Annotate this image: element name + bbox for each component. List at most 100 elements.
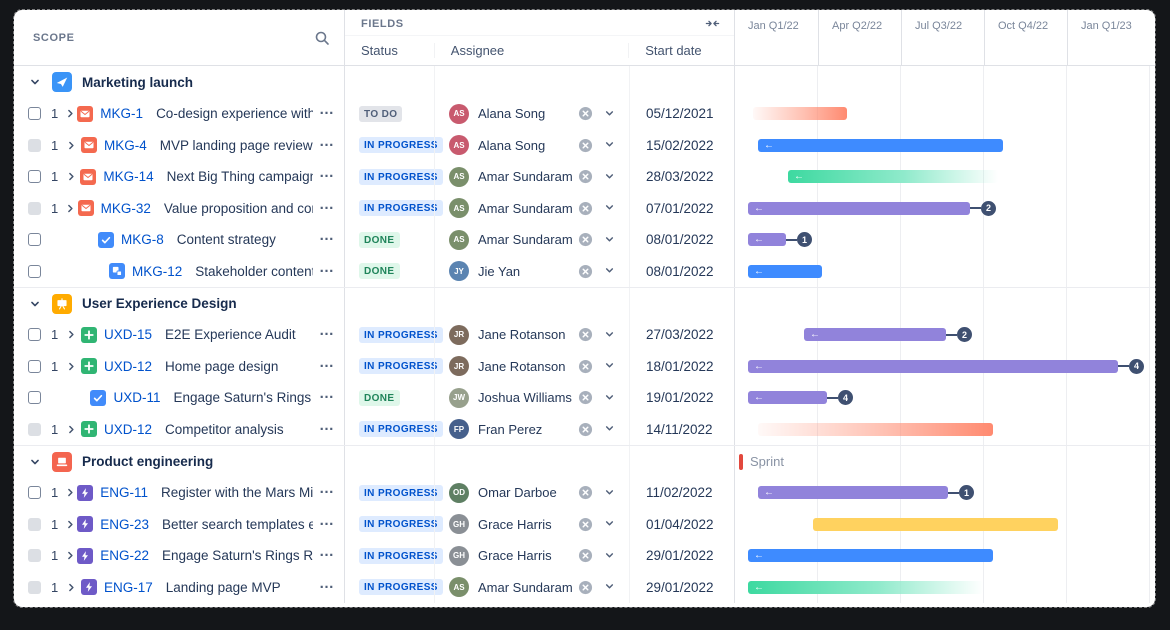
row-menu-button[interactable]: … <box>319 101 334 119</box>
assignee-field[interactable]: GH Grace Harris <box>434 540 629 572</box>
assignee-field[interactable]: JR Jane Rotanson <box>434 350 629 382</box>
gantt-bar[interactable]: ← <box>788 170 998 183</box>
row-menu-button[interactable]: … <box>319 416 334 434</box>
column-header-start-date[interactable]: Start date <box>628 43 734 58</box>
issue-title[interactable]: Landing page MVP <box>165 579 281 595</box>
assignee-field[interactable]: JY Jie Yan <box>434 255 629 287</box>
gantt-bar[interactable] <box>758 422 993 436</box>
section-expander-icon[interactable] <box>28 455 44 469</box>
row-expander-icon[interactable] <box>64 485 77 501</box>
clear-assignee-icon[interactable] <box>578 359 593 374</box>
row-menu-button[interactable]: … <box>319 322 334 340</box>
dependency-badge[interactable]: 4 <box>1118 358 1144 374</box>
chevron-down-icon[interactable] <box>603 486 617 500</box>
row-checkbox[interactable] <box>28 233 41 247</box>
clear-assignee-icon[interactable] <box>578 422 593 437</box>
dependency-badge[interactable]: 2 <box>946 327 972 342</box>
row-expander-icon[interactable] <box>64 548 77 564</box>
start-date-field[interactable]: 29/01/2022 <box>629 571 735 603</box>
issue-key-link[interactable]: ENG-22 <box>100 548 150 564</box>
start-date-field[interactable]: 07/01/2022 <box>629 192 735 224</box>
row-menu-button[interactable]: … <box>319 574 334 592</box>
issue-key-link[interactable]: ENG-11 <box>100 485 148 501</box>
issue-key-link[interactable]: UXD-12 <box>104 421 153 437</box>
dependency-badge[interactable]: 2 <box>970 200 996 216</box>
clear-assignee-icon[interactable] <box>578 390 593 405</box>
issue-key-link[interactable]: UXD-12 <box>104 358 153 374</box>
section-name[interactable]: Product engineering <box>82 454 214 469</box>
section-name[interactable]: Marketing launch <box>82 74 194 90</box>
start-date-field[interactable]: 15/02/2022 <box>629 129 735 161</box>
start-date-field[interactable]: 29/01/2022 <box>629 540 735 572</box>
clear-assignee-icon[interactable] <box>578 327 593 342</box>
status-badge[interactable]: IN PROGRESS <box>359 137 443 154</box>
section-expander-icon[interactable] <box>28 297 44 311</box>
row-expander-icon[interactable] <box>65 169 81 185</box>
gantt-bar[interactable]: ← <box>748 580 983 594</box>
row-checkbox[interactable] <box>28 138 41 152</box>
status-badge[interactable]: IN PROGRESS <box>359 358 443 375</box>
assignee-field[interactable]: JR Jane Rotanson <box>434 319 629 351</box>
row-checkbox[interactable] <box>28 486 41 500</box>
issue-key-link[interactable]: MKG-1 <box>100 106 144 122</box>
gantt-bar[interactable]: ← <box>748 233 786 246</box>
row-checkbox[interactable] <box>28 517 41 531</box>
clear-assignee-icon[interactable] <box>578 485 593 500</box>
start-date-field[interactable]: 28/03/2022 <box>629 161 735 193</box>
assignee-field[interactable]: JW Joshua Williams <box>434 382 629 414</box>
start-date-field[interactable]: 08/01/2022 <box>629 224 735 256</box>
chevron-down-icon[interactable] <box>603 391 617 405</box>
assignee-field[interactable]: GH Grace Harris <box>434 508 629 540</box>
issue-title[interactable]: Value proposition and content <box>163 200 313 216</box>
clear-assignee-icon[interactable] <box>578 232 593 247</box>
status-badge[interactable]: DONE <box>359 263 400 280</box>
row-menu-button[interactable]: … <box>319 195 334 213</box>
row-menu-button[interactable]: … <box>319 480 334 498</box>
chevron-down-icon[interactable] <box>603 170 617 184</box>
issue-title[interactable]: Better search templates exper... <box>162 516 313 532</box>
row-expander-icon[interactable] <box>64 106 77 122</box>
chevron-down-icon[interactable] <box>603 549 617 563</box>
row-checkbox[interactable] <box>28 359 41 373</box>
row-checkbox[interactable] <box>28 107 41 121</box>
gantt-bar[interactable]: ← <box>748 359 1118 373</box>
row-checkbox[interactable] <box>28 549 41 563</box>
row-expander-icon[interactable] <box>65 579 81 595</box>
row-menu-button[interactable]: … <box>319 132 334 150</box>
assignee-field[interactable]: AS Amar Sundaram <box>434 161 629 193</box>
issue-key-link[interactable]: ENG-17 <box>104 579 153 595</box>
chevron-down-icon[interactable] <box>603 107 617 121</box>
start-date-field[interactable]: 14/11/2022 <box>629 413 735 445</box>
column-header-status[interactable]: Status <box>361 43 398 58</box>
issue-key-link[interactable]: UXD-15 <box>104 327 153 343</box>
row-menu-button[interactable]: … <box>319 385 335 403</box>
status-badge[interactable]: IN PROGRESS <box>359 579 443 596</box>
row-checkbox[interactable] <box>28 328 41 342</box>
row-menu-button[interactable]: … <box>319 227 334 245</box>
gantt-bar[interactable]: ← <box>748 549 993 562</box>
clear-assignee-icon[interactable] <box>578 264 593 279</box>
clear-assignee-icon[interactable] <box>578 580 593 595</box>
status-badge[interactable]: IN PROGRESS <box>359 484 443 501</box>
gantt-bar[interactable] <box>753 107 847 120</box>
issue-title[interactable]: Next Big Thing campaign <box>166 169 313 185</box>
issue-key-link[interactable]: MKG-32 <box>100 200 151 216</box>
status-badge[interactable]: IN PROGRESS <box>359 516 443 533</box>
issue-key-link[interactable]: MKG-8 <box>121 232 164 248</box>
row-expander-icon[interactable] <box>65 358 81 374</box>
chevron-down-icon[interactable] <box>603 422 617 436</box>
dependency-badge[interactable]: 1 <box>786 232 812 247</box>
start-date-field[interactable]: 01/04/2022 <box>629 508 735 540</box>
row-checkbox[interactable] <box>28 422 41 436</box>
start-date-field[interactable]: 08/01/2022 <box>629 255 735 287</box>
section-name[interactable]: User Experience Design <box>82 296 237 311</box>
issue-key-link[interactable]: MKG-12 <box>132 263 183 279</box>
row-expander-icon[interactable] <box>64 200 77 216</box>
issue-title[interactable]: Competitor analysis <box>165 421 284 437</box>
start-date-field[interactable]: 11/02/2022 <box>629 477 735 509</box>
issue-title[interactable]: Stakeholder content revi... <box>195 263 313 279</box>
chevron-down-icon[interactable] <box>603 328 617 342</box>
status-badge[interactable]: IN PROGRESS <box>359 547 443 564</box>
clear-assignee-icon[interactable] <box>578 169 593 184</box>
chevron-down-icon[interactable] <box>603 517 617 531</box>
